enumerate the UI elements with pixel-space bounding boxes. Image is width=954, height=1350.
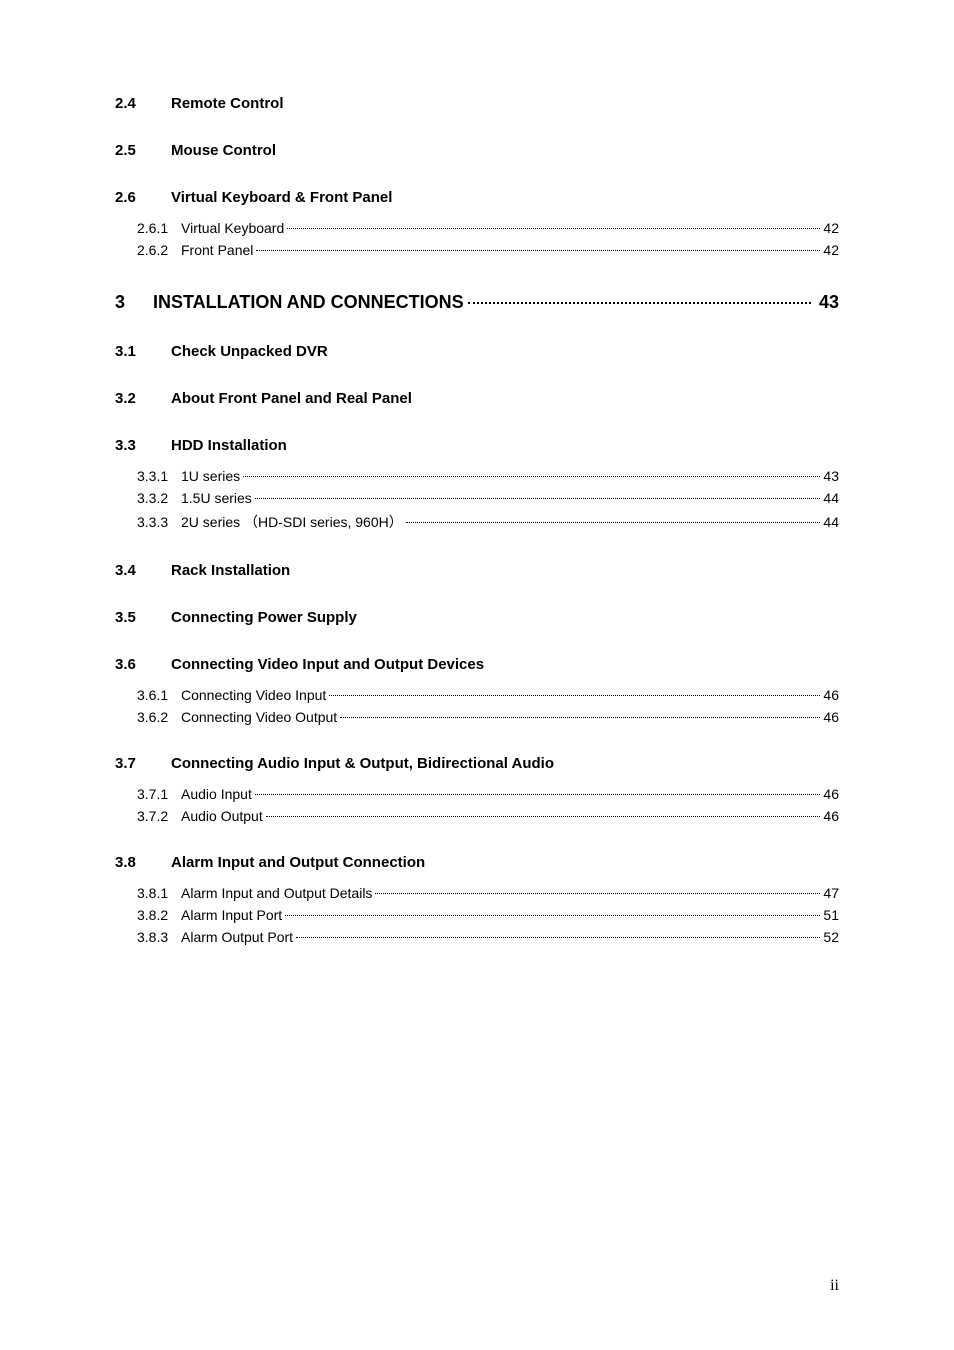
leader-dots	[255, 498, 821, 499]
entry-number: 3.7.1	[137, 786, 181, 802]
entry-number: 3.3.1	[137, 468, 181, 484]
entry-title: Alarm Input Port	[181, 907, 282, 923]
entry-page: 47	[823, 885, 839, 901]
heading-number: 2.4	[115, 95, 143, 112]
heading-number: 3.4	[115, 562, 143, 579]
entry-title: Front Panel	[181, 242, 253, 258]
heading-number: 3.7	[115, 755, 143, 772]
entry-number: 3.7.2	[137, 808, 181, 824]
toc-entry: 3.3.1 1U series 43	[137, 468, 839, 484]
entry-page: 42	[823, 242, 839, 258]
heading-title: Connecting Power Supply	[171, 609, 357, 626]
section-heading: 3.2 About Front Panel and Real Panel	[115, 390, 839, 407]
toc-entry: 3.3.3 2U series （HD-SDI series, 960H） 44	[137, 512, 839, 532]
entry-page: 46	[823, 687, 839, 703]
section-heading: 2.4 Remote Control	[115, 95, 839, 112]
heading-title: About Front Panel and Real Panel	[171, 390, 412, 407]
heading-number: 3.8	[115, 854, 143, 871]
entry-number: 3.8.3	[137, 929, 181, 945]
section-heading: 3.6 Connecting Video Input and Output De…	[115, 656, 839, 673]
toc-entry: 3.8.3 Alarm Output Port 52	[137, 929, 839, 945]
heading-title: Check Unpacked DVR	[171, 343, 328, 360]
section-heading: 3.3 HDD Installation	[115, 437, 839, 454]
entry-page: 44	[823, 514, 839, 530]
entry-title: 1U series	[181, 468, 240, 484]
entry-title: Audio Output	[181, 808, 263, 824]
entry-number: 3.6.2	[137, 709, 181, 725]
heading-title: HDD Installation	[171, 437, 287, 454]
entry-page: 43	[823, 468, 839, 484]
chapter-entry: 3 INSTALLATION AND CONNECTIONS 43	[115, 292, 839, 313]
heading-number: 3.3	[115, 437, 143, 454]
heading-title: Connecting Video Input and Output Device…	[171, 656, 484, 673]
leader-dots	[375, 893, 820, 894]
entry-title: 1.5U series	[181, 490, 252, 506]
section-heading: 3.8 Alarm Input and Output Connection	[115, 854, 839, 871]
entry-page: 42	[823, 220, 839, 236]
page-number: ii	[830, 1277, 839, 1295]
leader-dots	[285, 915, 820, 916]
entry-title: Connecting Video Input	[181, 687, 326, 703]
heading-number: 3.1	[115, 343, 143, 360]
entry-title: Alarm Input and Output Details	[181, 885, 372, 901]
heading-title: Virtual Keyboard & Front Panel	[171, 189, 392, 206]
toc-entry: 3.8.2 Alarm Input Port 51	[137, 907, 839, 923]
leader-dots	[255, 794, 821, 795]
leader-dots	[287, 228, 820, 229]
heading-number: 3.5	[115, 609, 143, 626]
heading-number: 3.2	[115, 390, 143, 407]
heading-number: 2.5	[115, 142, 143, 159]
section-heading: 3.7 Connecting Audio Input & Output, Bid…	[115, 755, 839, 772]
toc-entry: 2.6.2 Front Panel 42	[137, 242, 839, 258]
heading-number: 3.6	[115, 656, 143, 673]
entry-page: 46	[823, 808, 839, 824]
heading-title: Mouse Control	[171, 142, 276, 159]
entry-number: 2.6.1	[137, 220, 181, 236]
toc-entry: 3.6.1 Connecting Video Input 46	[137, 687, 839, 703]
entry-page: 46	[823, 786, 839, 802]
entry-number: 3.3.3	[137, 514, 181, 530]
heading-title: Rack Installation	[171, 562, 290, 579]
toc-entry: 3.7.1 Audio Input 46	[137, 786, 839, 802]
entry-number: 3.6.1	[137, 687, 181, 703]
entry-title: Audio Input	[181, 786, 252, 802]
entry-number: 3.8.2	[137, 907, 181, 923]
leader-dots	[329, 695, 820, 696]
entry-number: 3.8.1	[137, 885, 181, 901]
toc-entry: 3.7.2 Audio Output 46	[137, 808, 839, 824]
heading-number: 2.6	[115, 189, 143, 206]
leader-dots	[256, 250, 820, 251]
entry-title: Virtual Keyboard	[181, 220, 284, 236]
section-heading: 2.5 Mouse Control	[115, 142, 839, 159]
section-heading: 3.5 Connecting Power Supply	[115, 609, 839, 626]
entry-page: 52	[823, 929, 839, 945]
entry-number: 3.3.2	[137, 490, 181, 506]
heading-title: Remote Control	[171, 95, 284, 112]
section-heading: 2.6 Virtual Keyboard & Front Panel	[115, 189, 839, 206]
leader-dots	[243, 476, 820, 477]
section-heading: 3.1 Check Unpacked DVR	[115, 343, 839, 360]
toc-entry: 2.6.1 Virtual Keyboard 42	[137, 220, 839, 236]
entry-page: 51	[823, 907, 839, 923]
chapter-title: INSTALLATION AND CONNECTIONS	[153, 292, 464, 313]
chapter-number: 3	[115, 292, 125, 313]
entry-title: Alarm Output Port	[181, 929, 293, 945]
chapter-page: 43	[815, 292, 839, 313]
entry-title: Connecting Video Output	[181, 709, 337, 725]
toc-entry: 3.3.2 1.5U series 44	[137, 490, 839, 506]
entry-title: 2U series （HD-SDI series, 960H）	[181, 512, 403, 532]
leader-dots	[296, 937, 820, 938]
leader-dots	[406, 522, 821, 523]
section-heading: 3.4 Rack Installation	[115, 562, 839, 579]
leader-dots	[468, 302, 811, 304]
toc-entry: 3.8.1 Alarm Input and Output Details 47	[137, 885, 839, 901]
entry-page: 44	[823, 490, 839, 506]
toc-entry: 3.6.2 Connecting Video Output 46	[137, 709, 839, 725]
leader-dots	[340, 717, 820, 718]
heading-title: Alarm Input and Output Connection	[171, 854, 425, 871]
entry-page: 46	[823, 709, 839, 725]
entry-number: 2.6.2	[137, 242, 181, 258]
heading-title: Connecting Audio Input & Output, Bidirec…	[171, 755, 554, 772]
leader-dots	[266, 816, 821, 817]
